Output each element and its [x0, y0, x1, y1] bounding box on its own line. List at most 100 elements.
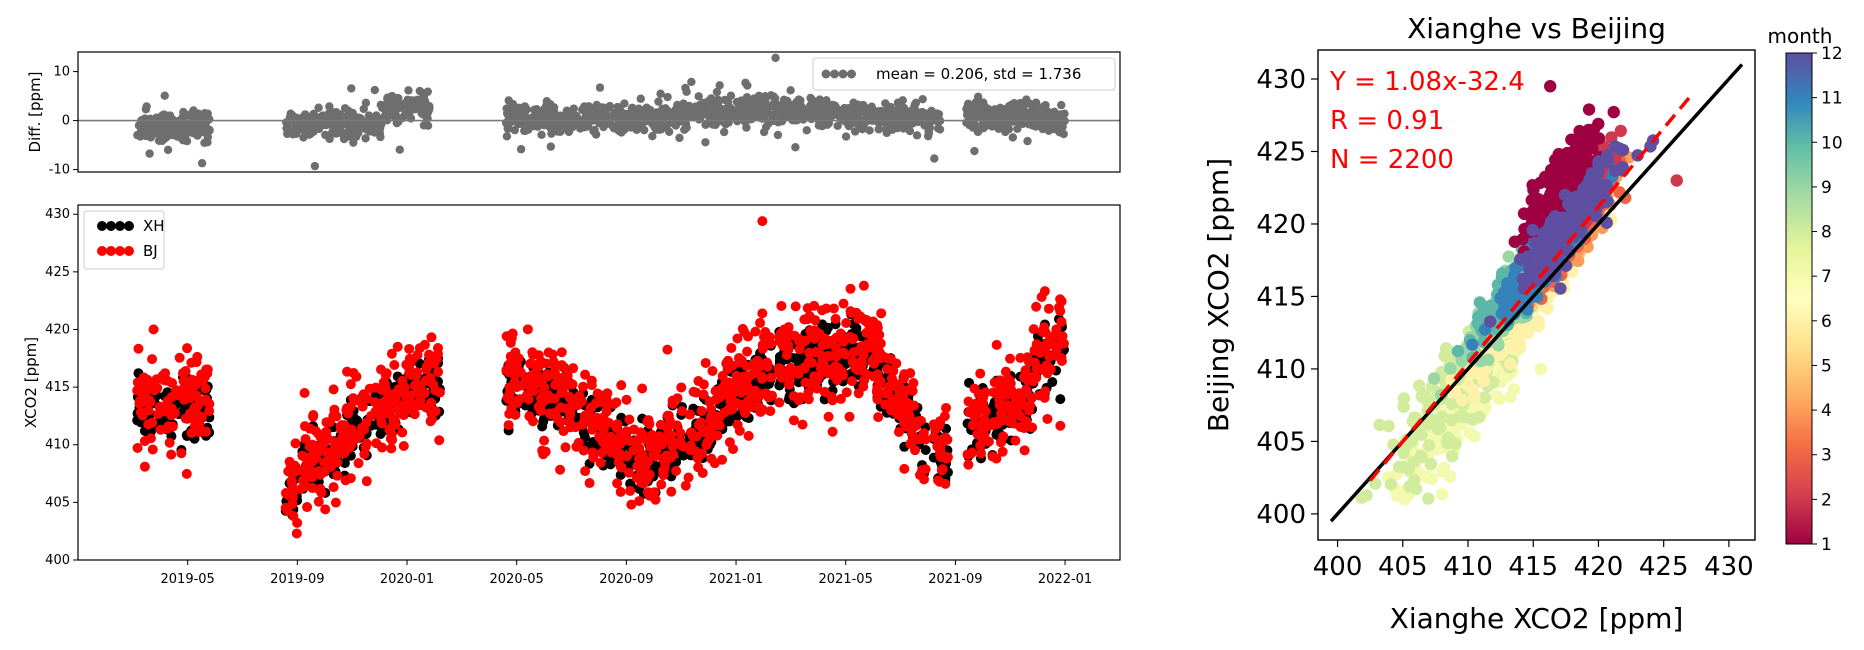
diff-point	[654, 118, 664, 127]
diff-point	[833, 121, 842, 130]
bj-point	[821, 303, 832, 314]
bj-point	[506, 382, 517, 393]
bj-point	[133, 343, 144, 354]
bj-point	[1005, 378, 1016, 389]
diff-point	[330, 108, 339, 117]
diff-point	[647, 107, 656, 117]
bj-point	[151, 374, 162, 385]
diff-point	[859, 121, 868, 130]
diff-point	[620, 99, 629, 108]
correlation-point	[1507, 383, 1521, 396]
bj-point	[714, 392, 725, 403]
diff-point	[502, 132, 512, 141]
bj-point	[841, 318, 852, 329]
bj-point	[602, 432, 613, 443]
diff-point	[694, 92, 703, 101]
bj-point	[286, 475, 297, 486]
bj-point	[398, 440, 409, 451]
diff-point	[802, 126, 811, 135]
diff-point	[748, 102, 757, 111]
x-tick-label: 2020-05	[490, 572, 544, 587]
bj-point	[830, 342, 841, 353]
bj-point	[671, 465, 682, 476]
diff-point	[349, 138, 358, 147]
bj-point	[426, 397, 437, 408]
bj-point	[1010, 392, 1021, 403]
bj-point	[533, 350, 544, 361]
diff-legend-marker	[821, 69, 856, 79]
diff-point	[503, 124, 512, 133]
diff-point	[795, 98, 804, 108]
diff-point	[331, 127, 341, 137]
diff-point	[177, 126, 186, 135]
bj-point	[930, 424, 941, 435]
bj-point	[202, 364, 213, 375]
diff-point	[997, 113, 1006, 122]
diff-point	[141, 105, 151, 114]
bj-point	[386, 443, 397, 454]
bj-point	[1039, 286, 1050, 297]
bj-point	[306, 471, 317, 482]
bj-point	[578, 381, 589, 392]
bj-point	[378, 401, 389, 412]
diff-point	[508, 112, 518, 121]
bj-point	[531, 376, 542, 387]
bj-point	[776, 300, 787, 311]
diff-point	[314, 103, 323, 112]
diff-point	[160, 91, 169, 100]
correlation-point	[1382, 419, 1395, 433]
bj-point	[136, 385, 147, 396]
diff-point	[166, 120, 176, 130]
diff-point	[184, 120, 193, 130]
diff-point	[515, 115, 525, 124]
diff-point	[720, 95, 730, 105]
bj-point	[832, 375, 843, 386]
diff-point	[907, 106, 917, 115]
diff-point	[754, 105, 763, 114]
diff-point	[319, 113, 329, 122]
x-tick-label: 2022-01	[1038, 572, 1092, 587]
bj-point	[328, 384, 339, 395]
diff-point	[202, 129, 212, 139]
bj-point	[728, 444, 739, 455]
bj-point	[510, 409, 521, 420]
diff-y-axis-label: Diff. [ppm]	[26, 72, 44, 153]
diff-point	[724, 118, 733, 127]
diff-point	[762, 107, 772, 116]
bj-point	[847, 376, 858, 387]
diff-point	[671, 121, 680, 130]
diff-point	[578, 105, 587, 114]
bj-point	[707, 365, 718, 376]
diff-point	[1028, 110, 1037, 120]
bj-point	[823, 411, 834, 422]
diff-point	[898, 96, 907, 105]
diff-point	[364, 111, 374, 120]
correlation-point	[1392, 460, 1406, 474]
correlation-point	[1446, 449, 1459, 463]
diff-point	[770, 110, 779, 119]
diff-point	[504, 96, 513, 105]
timeseries-x-ticks: 2019-05 2019-09 2020-01 2020-05 2020-09 2021-…	[161, 560, 1092, 587]
bj-point	[393, 384, 404, 395]
bj-point	[811, 375, 822, 386]
diff-point	[783, 96, 792, 106]
bj-point	[192, 400, 203, 411]
diff-point	[139, 117, 148, 126]
bj-point	[320, 504, 331, 515]
bj-point	[683, 472, 694, 483]
bj-point	[332, 470, 343, 481]
bj-point	[587, 418, 598, 429]
diff-y-ticks: 100-10	[49, 65, 78, 178]
bj-point	[152, 383, 163, 394]
bj-point	[975, 440, 986, 451]
bj-point	[845, 306, 856, 317]
diff-point	[888, 125, 897, 134]
diff-point	[881, 125, 891, 134]
bj-point	[568, 363, 579, 374]
bj-point	[809, 330, 820, 341]
timeseries-y-tick-label: 430	[45, 207, 70, 222]
diff-point	[185, 127, 194, 136]
bj-point	[142, 374, 153, 385]
bj-point	[353, 458, 364, 469]
